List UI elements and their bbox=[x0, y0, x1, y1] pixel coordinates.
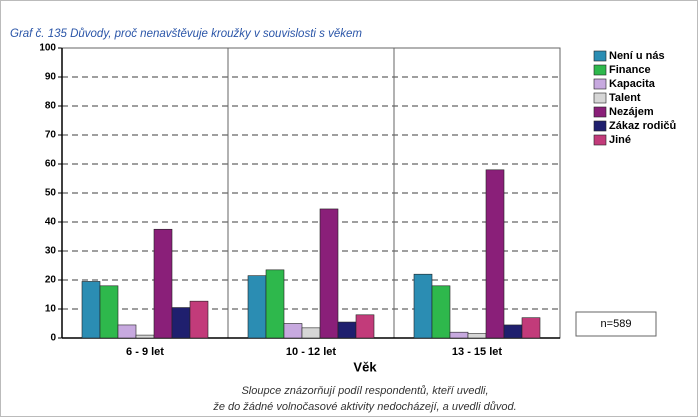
legend-label: Kapacita bbox=[609, 78, 656, 90]
annotation-box bbox=[575, 311, 657, 337]
x-axis-label: Věk bbox=[353, 359, 377, 374]
legend-label: Zákaz rodičů bbox=[609, 120, 676, 132]
x-tick-label: 13 - 15 let bbox=[452, 346, 502, 358]
legend-swatch bbox=[593, 106, 607, 118]
bar bbox=[283, 323, 303, 339]
x-tick-label: 6 - 9 let bbox=[126, 346, 164, 358]
legend-swatch bbox=[593, 120, 607, 132]
annotation: n=589 bbox=[601, 318, 632, 330]
bar bbox=[431, 285, 451, 339]
y-tick-label: 100 bbox=[39, 43, 56, 54]
y-tick-label: 0 bbox=[50, 333, 56, 344]
bar bbox=[485, 169, 505, 339]
y-tick-label: 10 bbox=[45, 304, 57, 315]
y-tick-label: 40 bbox=[45, 217, 57, 228]
bar bbox=[355, 314, 375, 339]
caption: Sloupce znázorňují podíl respondentů, kt… bbox=[241, 385, 488, 397]
bar bbox=[153, 228, 173, 339]
legend-label: Není u nás bbox=[609, 50, 665, 62]
legend-swatch bbox=[593, 78, 607, 90]
legend-label: Finance bbox=[609, 64, 651, 76]
bar bbox=[247, 275, 267, 339]
bar bbox=[265, 269, 285, 339]
bar bbox=[319, 208, 339, 339]
bar bbox=[337, 321, 357, 339]
chart-title: Graf č. 135 Důvody, proč nenavštěvuje kr… bbox=[10, 28, 362, 40]
bar bbox=[135, 334, 155, 339]
bar bbox=[99, 285, 119, 339]
bar bbox=[301, 327, 321, 339]
y-tick-label: 60 bbox=[45, 159, 57, 170]
y-tick-label: 30 bbox=[45, 246, 57, 257]
y-tick-label: 70 bbox=[45, 130, 57, 141]
x-tick-label: 10 - 12 let bbox=[286, 346, 336, 358]
legend-swatch bbox=[593, 64, 607, 76]
bar bbox=[449, 331, 469, 339]
bar bbox=[467, 333, 487, 339]
bar bbox=[81, 281, 101, 339]
bar bbox=[189, 300, 209, 339]
legend-swatch bbox=[593, 134, 607, 146]
legend-swatch bbox=[593, 50, 607, 62]
bar bbox=[117, 324, 137, 339]
y-tick-label: 50 bbox=[45, 188, 57, 199]
bar bbox=[171, 307, 191, 339]
bar bbox=[521, 317, 541, 339]
legend-swatch bbox=[593, 92, 607, 104]
y-tick-label: 80 bbox=[45, 101, 57, 112]
y-tick-label: 90 bbox=[45, 72, 57, 83]
bar bbox=[503, 324, 523, 339]
legend-label: Nezájem bbox=[609, 106, 654, 118]
y-tick-label: 20 bbox=[45, 275, 57, 286]
bar bbox=[413, 273, 433, 339]
legend-label: Jiné bbox=[609, 134, 631, 146]
legend-label: Talent bbox=[609, 92, 641, 104]
caption: že do žádné volnočasové aktivity nedochá… bbox=[212, 401, 516, 413]
